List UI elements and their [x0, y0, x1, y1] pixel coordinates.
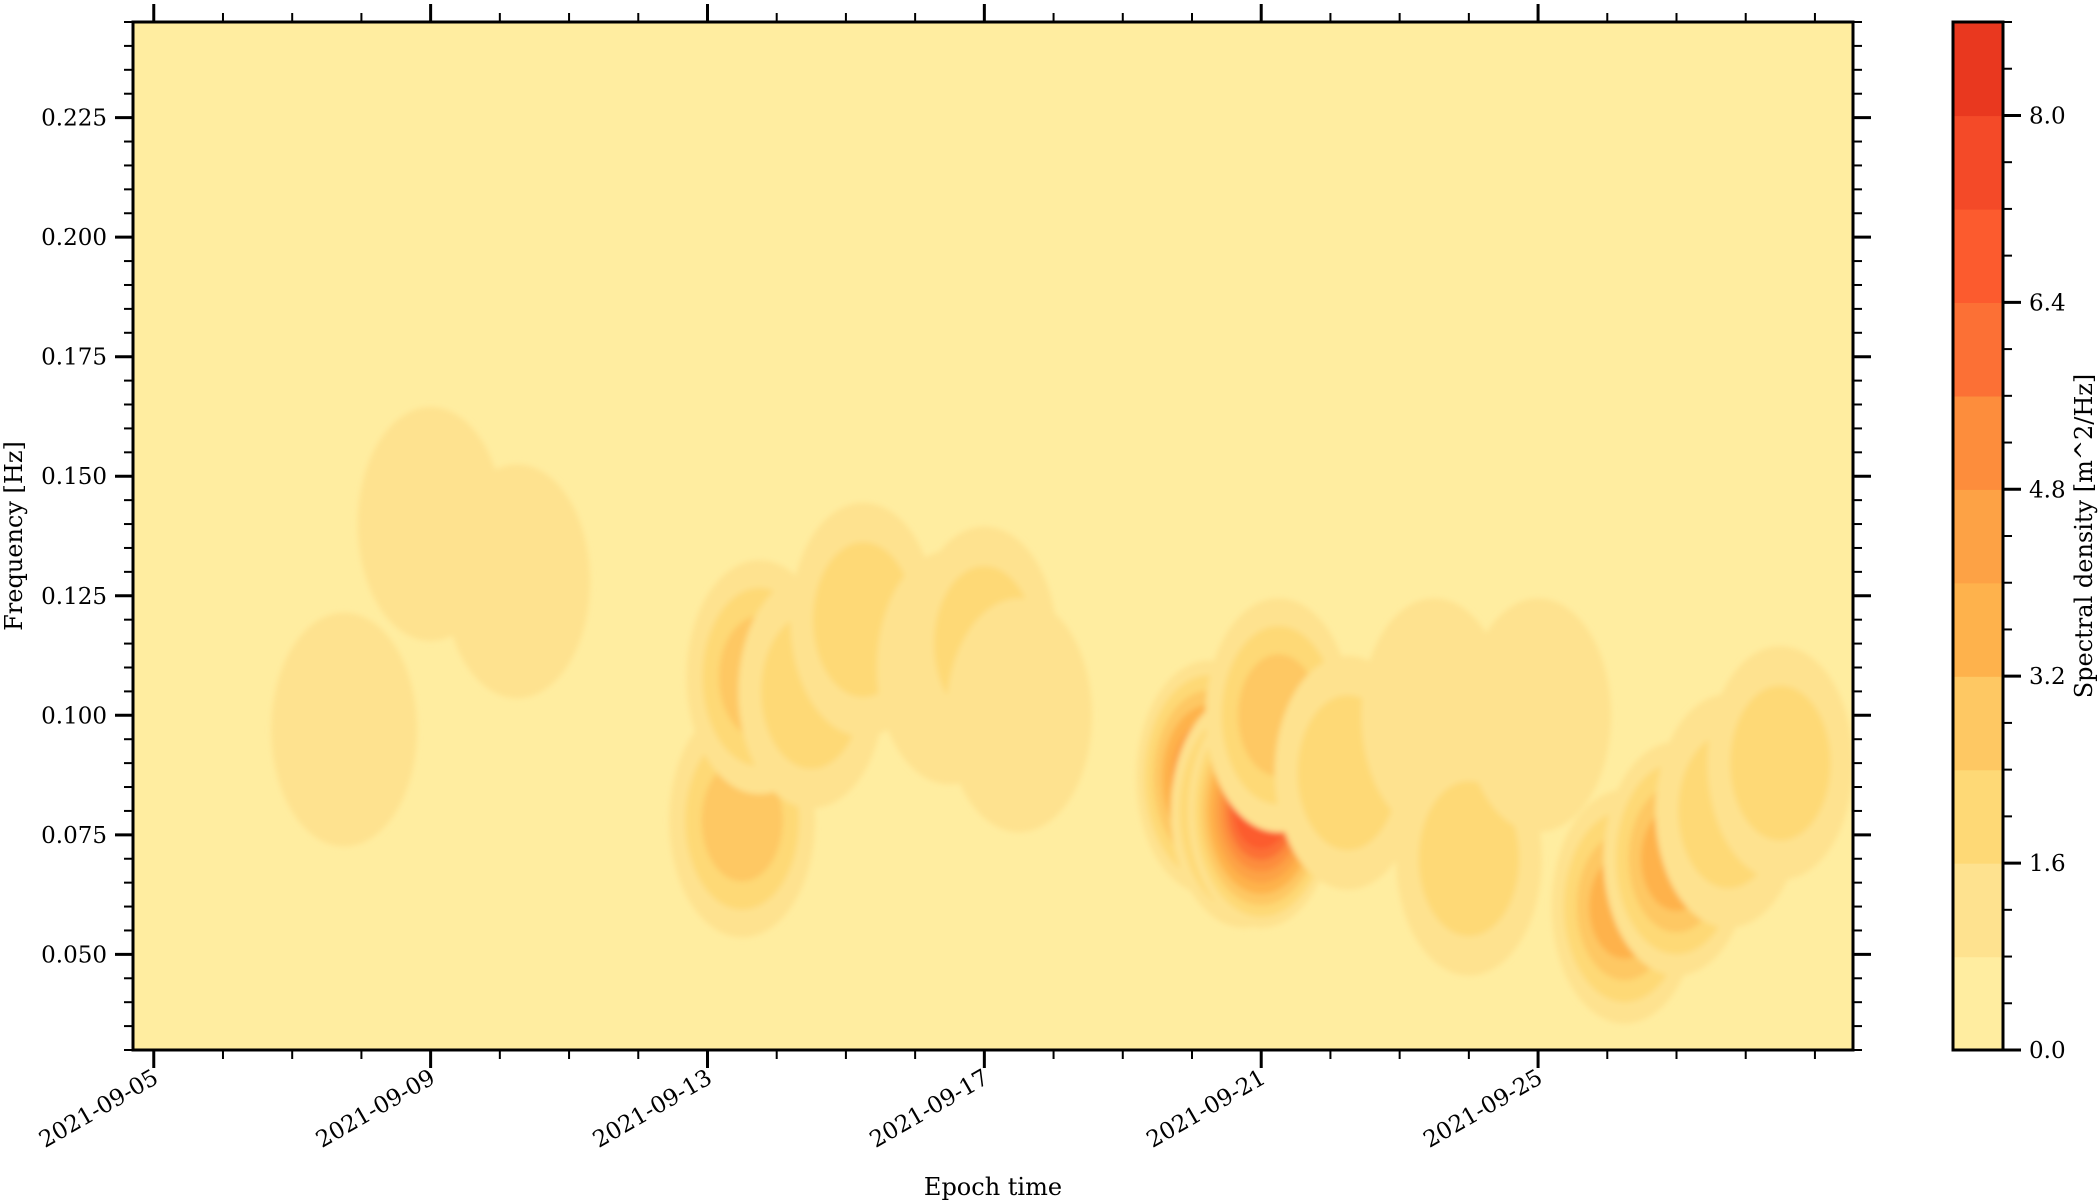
colorbar-band-0	[1953, 956, 2003, 1051]
plot-area	[131, 20, 1855, 1052]
contour-band-11-1	[946, 598, 1092, 833]
colorbar-band-5	[1953, 489, 2003, 584]
x-axis-label: Epoch time	[924, 1173, 1062, 1200]
y-tick-label-0: 0.050	[41, 942, 107, 968]
y-tick-label-1: 0.075	[41, 823, 107, 849]
colorbar-band-7	[1953, 302, 2003, 397]
contour-band-19-1	[1465, 598, 1612, 833]
contour-band-23-2	[1730, 685, 1831, 841]
colorbar-band-8	[1953, 208, 2003, 303]
x-tick-label-5: 2021-09-25	[1419, 1065, 1547, 1154]
colorbar-bands	[1953, 22, 2003, 1051]
y-axis-label: Frequency [Hz]	[0, 441, 28, 631]
x-tick-label-2: 2021-09-13	[589, 1065, 717, 1154]
colorbar-band-3	[1953, 676, 2003, 771]
colorbar-tick-label-0: 0.0	[2029, 1038, 2066, 1064]
y-tick-label-2: 0.100	[41, 703, 107, 729]
y-tick-label-5: 0.175	[41, 345, 107, 371]
colorbar-band-4	[1953, 582, 2003, 677]
x-tick-label-1: 2021-09-09	[312, 1065, 440, 1154]
colorbar-tick-label-1: 1.6	[2029, 851, 2066, 877]
y-tick-label-3: 0.125	[41, 584, 107, 610]
x-tick-label-4: 2021-09-21	[1142, 1065, 1270, 1154]
plot-frame	[131, 20, 1855, 1052]
colorbar-tick-label-5: 8.0	[2029, 103, 2066, 129]
x-tick-label-0: 2021-09-05	[35, 1065, 163, 1154]
colorbar-band-6	[1953, 395, 2003, 490]
contour-fill-layer	[271, 407, 1853, 1024]
y-tick-label-6: 0.200	[41, 225, 107, 251]
colorbar-label: Spectral density [m^2/Hz]	[2070, 374, 2098, 699]
colorbar-band-10	[1953, 22, 2003, 117]
colorbar-tick-label-3: 4.8	[2029, 477, 2066, 503]
contour-band-18-2	[1418, 781, 1519, 937]
colorbar-band-9	[1953, 115, 2003, 210]
colorbar-tick-label-2: 3.2	[2029, 664, 2066, 690]
colorbar-tick-label-4: 6.4	[2029, 290, 2066, 316]
x-tick-label-3: 2021-09-17	[866, 1065, 994, 1154]
contour-band-0-1	[271, 612, 418, 847]
y-tick-label-7: 0.225	[41, 106, 107, 132]
y-tick-label-4: 0.150	[41, 464, 107, 490]
colorbar-band-2	[1953, 769, 2003, 864]
contour-band-3-1	[444, 464, 591, 699]
colorbar: 0.0 1.6 3.2 4.8 6.4 8.0 Spectral density [m^2…	[1951, 20, 2098, 1064]
colorbar-band-1	[1953, 863, 2003, 958]
colorbar-ticks: 0.0 1.6 3.2 4.8 6.4 8.0	[2003, 21, 2066, 1064]
